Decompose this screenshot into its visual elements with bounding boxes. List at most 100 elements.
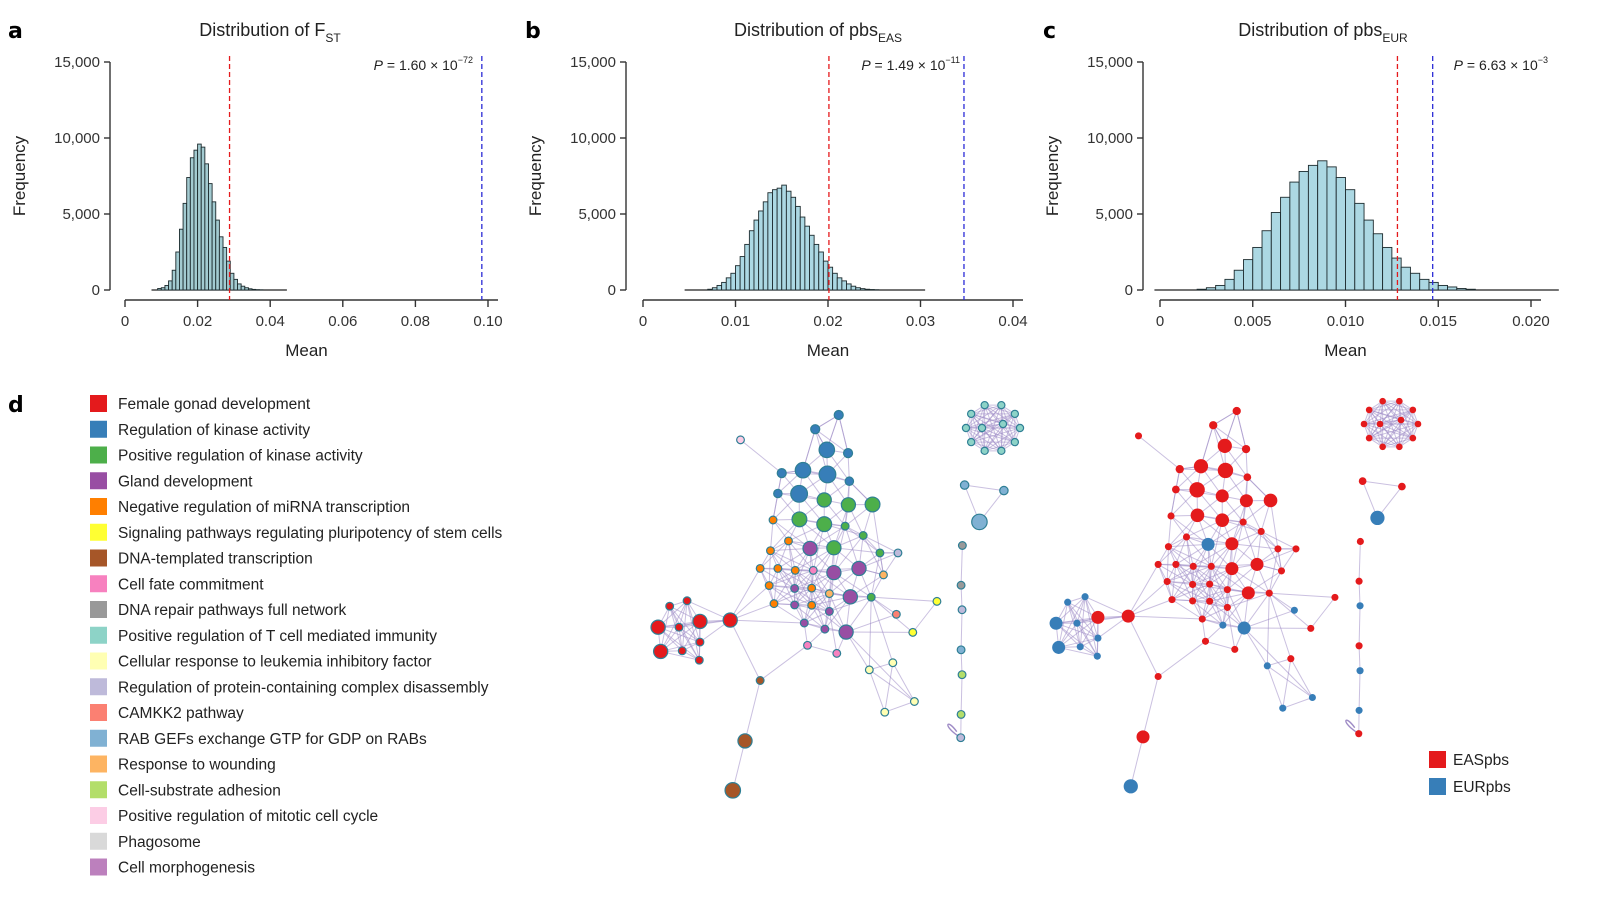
histogram-bar [832,272,838,291]
network-node [1379,443,1386,451]
network-node [858,531,868,540]
network-edge [845,631,915,702]
network-node [1193,459,1209,474]
network-edge [1205,624,1224,642]
histogram-bar [197,143,202,291]
y-tick-label: 10,000 [1087,130,1133,147]
histogram-bar [864,288,871,291]
network-edge [1171,566,1194,600]
network-edge [1243,627,1268,667]
network-edge [960,674,963,715]
network-node [799,618,809,628]
network-edge [1167,515,1172,547]
histogram-bar [721,281,727,291]
histogram-bar [804,225,810,291]
legend-swatch [90,626,107,644]
legend-item: Signaling pathways regulating pluripoten… [90,523,503,542]
network-edge [1290,658,1313,698]
x-tick-label: 0.010 [1327,313,1365,330]
network-edge [1379,423,1400,448]
p-value-annotation: P = 1.60 × 10−72 [374,55,473,73]
network-node [1207,562,1215,570]
network-node [695,637,705,647]
network-self-loop [947,723,959,737]
network-edge [1245,449,1248,478]
legend-swatch [90,498,107,515]
network-node [977,423,987,433]
network-node [998,419,1008,429]
network-edge [1210,566,1228,590]
x-tick-label: 0.005 [1234,313,1272,330]
network-node [652,643,669,660]
network-edge [686,600,731,621]
network-edge [1231,500,1247,544]
network-node [1206,580,1214,588]
network-node [1265,589,1273,597]
network-node [1307,624,1315,632]
network-edge [1058,602,1069,648]
network-node [1164,543,1173,551]
histogram-bar [1270,212,1282,291]
network-node [1049,616,1063,630]
histogram-bar [1372,233,1384,291]
histogram-bar [168,280,173,291]
network-edge [769,569,814,587]
network-edge [1138,435,1181,470]
network-node [1189,482,1205,498]
network-edge [787,540,796,589]
y-axis-label: Frequency [1043,135,1062,216]
network-node [840,521,850,531]
network-node [1094,634,1102,642]
x-tick-label: 0.08 [401,313,430,330]
network-edge [1205,640,1235,650]
histogram-bar [1326,166,1337,291]
network-edge [1157,536,1187,565]
network-edge [770,550,796,571]
histogram-bar [818,251,824,291]
network-edge [788,540,814,571]
network-edge [1209,600,1245,629]
legend-label: Cell fate commitment [118,576,264,593]
network-edge [729,585,770,621]
histogram-bar [215,219,220,291]
legend-item: Cellular response to leukemia inhibitory… [90,652,432,671]
network-edge [768,585,795,606]
network-edge [1201,618,1206,642]
network-node [1081,593,1089,601]
y-tick-label: 10,000 [570,130,616,147]
network-node [1091,610,1105,624]
histogram-bar [251,288,257,291]
network-edge [1175,536,1187,565]
network-node [1175,464,1184,474]
network-edge [892,662,915,702]
network-node [980,400,989,410]
network-by-population [1049,397,1422,794]
network-edge [1266,665,1284,709]
network-edge [1358,645,1361,671]
histogram-bar [1215,284,1226,291]
network-node [971,513,988,531]
legend-swatch [90,652,107,670]
network-node [826,564,842,581]
network-edge [862,535,884,576]
p-value-text: = 6.63 × 10 [1463,57,1538,73]
network-edge [965,413,1015,429]
network-edge [769,519,774,551]
network-node [961,423,971,433]
network-edge [845,613,897,633]
y-tick-label: 15,000 [54,54,100,71]
network-edge [814,428,849,454]
x-tick-label: 0.06 [328,313,357,330]
y-tick-label: 5,000 [578,206,616,223]
legend-label: Regulation of protein-containing complex… [118,679,489,696]
p-symbol: P [374,57,384,73]
network-edge [1084,596,1098,657]
network-node [1356,537,1364,546]
network-edge [759,540,789,569]
p-value-annotation: P = 6.63 × 10−3 [1454,55,1548,73]
network-node [820,624,830,634]
network-edge [1358,541,1361,582]
network-node [1223,586,1231,594]
network-edge [1171,583,1210,601]
